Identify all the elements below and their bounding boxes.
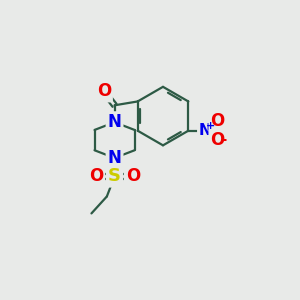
Text: -: -: [220, 132, 227, 147]
Text: N: N: [199, 123, 211, 138]
Text: +: +: [206, 121, 215, 131]
Text: N: N: [108, 113, 122, 131]
Text: N: N: [108, 149, 122, 167]
Text: O: O: [211, 112, 225, 130]
Text: O: O: [211, 131, 225, 149]
Text: O: O: [97, 82, 111, 100]
Text: O: O: [126, 167, 140, 185]
Text: S: S: [108, 167, 121, 185]
Text: O: O: [89, 167, 103, 185]
